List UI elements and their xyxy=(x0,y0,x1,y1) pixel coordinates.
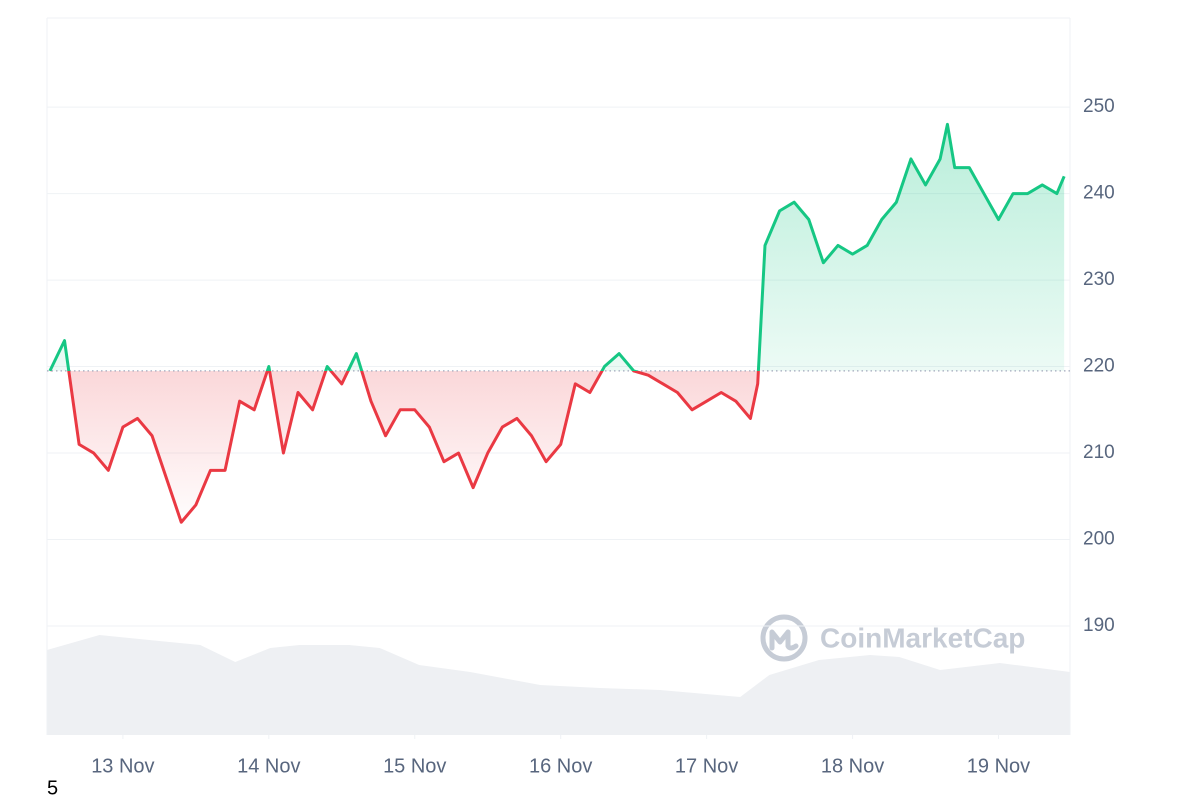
x-tick-label: 13 Nov xyxy=(91,755,154,777)
x-tick-label: 16 Nov xyxy=(529,755,592,777)
y-tick-label: 220 xyxy=(1083,356,1115,377)
y-tick-label: 230 xyxy=(1083,269,1115,290)
y-tick-label: 200 xyxy=(1083,529,1115,550)
y-tick-label: 240 xyxy=(1083,183,1115,204)
y-tick-label: 250 xyxy=(1083,96,1115,117)
x-tick-label: 19 Nov xyxy=(967,755,1030,777)
price-area xyxy=(49,124,1065,523)
y-tick-label: 210 xyxy=(1083,442,1115,463)
stray-label: 5 xyxy=(47,777,58,799)
x-tick-label: 18 Nov xyxy=(821,755,884,777)
x-tick-label: 15 Nov xyxy=(383,755,446,777)
x-tick-label: 17 Nov xyxy=(675,755,738,777)
volume-area xyxy=(47,635,1070,735)
price-line xyxy=(48,122,1066,524)
x-tick-label: 14 Nov xyxy=(237,755,300,777)
watermark: CoinMarketCap xyxy=(820,622,1025,653)
y-tick-label: 190 xyxy=(1083,615,1115,636)
watermark-logo xyxy=(760,614,808,662)
